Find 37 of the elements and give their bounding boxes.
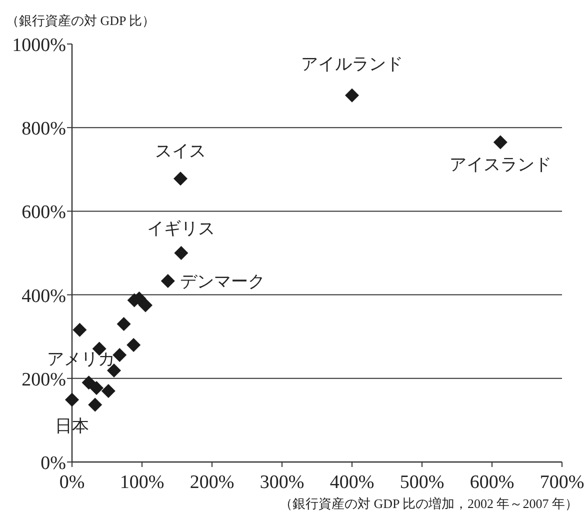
y-tick-label: 800% [22,118,66,140]
x-tick-label: 300% [260,472,304,493]
y-tick-label: 600% [22,202,66,224]
x-tick-label: 100% [120,472,164,493]
point [72,322,87,337]
point [174,246,188,260]
point [138,298,152,312]
point [112,348,127,362]
point [88,398,102,412]
annotation: 日本 [55,416,89,436]
x-tick-label: 500% [400,472,444,493]
point [65,392,79,407]
point [101,384,116,398]
point [82,376,96,390]
x-tick-label: 200% [190,472,234,493]
point [493,135,508,150]
y-tick-label: 0% [40,453,66,474]
x-axis-title: （銀行資産の対 GDP 比の増加，2002 年～2007 年） [279,496,578,511]
annotation: イギリス [147,219,216,238]
y-tick-label: 200% [22,369,66,390]
annotation: アイスランド [449,155,552,174]
point [116,317,131,332]
x-tick-label: 400% [330,472,374,493]
annotation: スイス [155,142,206,161]
y-tick-label: 400% [22,286,66,307]
point [126,338,141,352]
annotation: デンマーク [180,272,265,292]
x-tick-label: 600% [470,472,514,493]
y-axis-title: （銀行資産の対 GDP 比） [6,13,156,28]
annotation: アイルランド [301,54,403,74]
point [345,88,359,102]
point [160,274,175,288]
y-tick-label: 1000% [12,35,66,56]
point [174,172,188,186]
x-tick-label: 0% [59,472,85,493]
x-tick-label: 700% [540,472,584,493]
point [90,381,104,396]
